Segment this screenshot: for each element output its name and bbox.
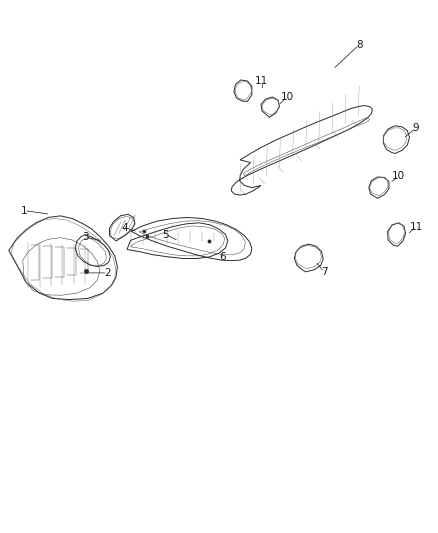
Text: 11: 11 (410, 222, 423, 231)
Text: 10: 10 (280, 92, 293, 102)
Text: 8: 8 (356, 40, 363, 50)
Text: 6: 6 (219, 252, 226, 262)
Text: 7: 7 (321, 267, 328, 277)
Text: 10: 10 (392, 171, 405, 181)
Text: 3: 3 (82, 232, 89, 242)
Text: 9: 9 (413, 123, 420, 133)
Text: 2: 2 (104, 268, 111, 278)
Text: 5: 5 (162, 230, 169, 239)
Text: 1: 1 (21, 206, 28, 215)
Text: 11: 11 (255, 76, 268, 86)
Text: 4: 4 (121, 223, 128, 232)
